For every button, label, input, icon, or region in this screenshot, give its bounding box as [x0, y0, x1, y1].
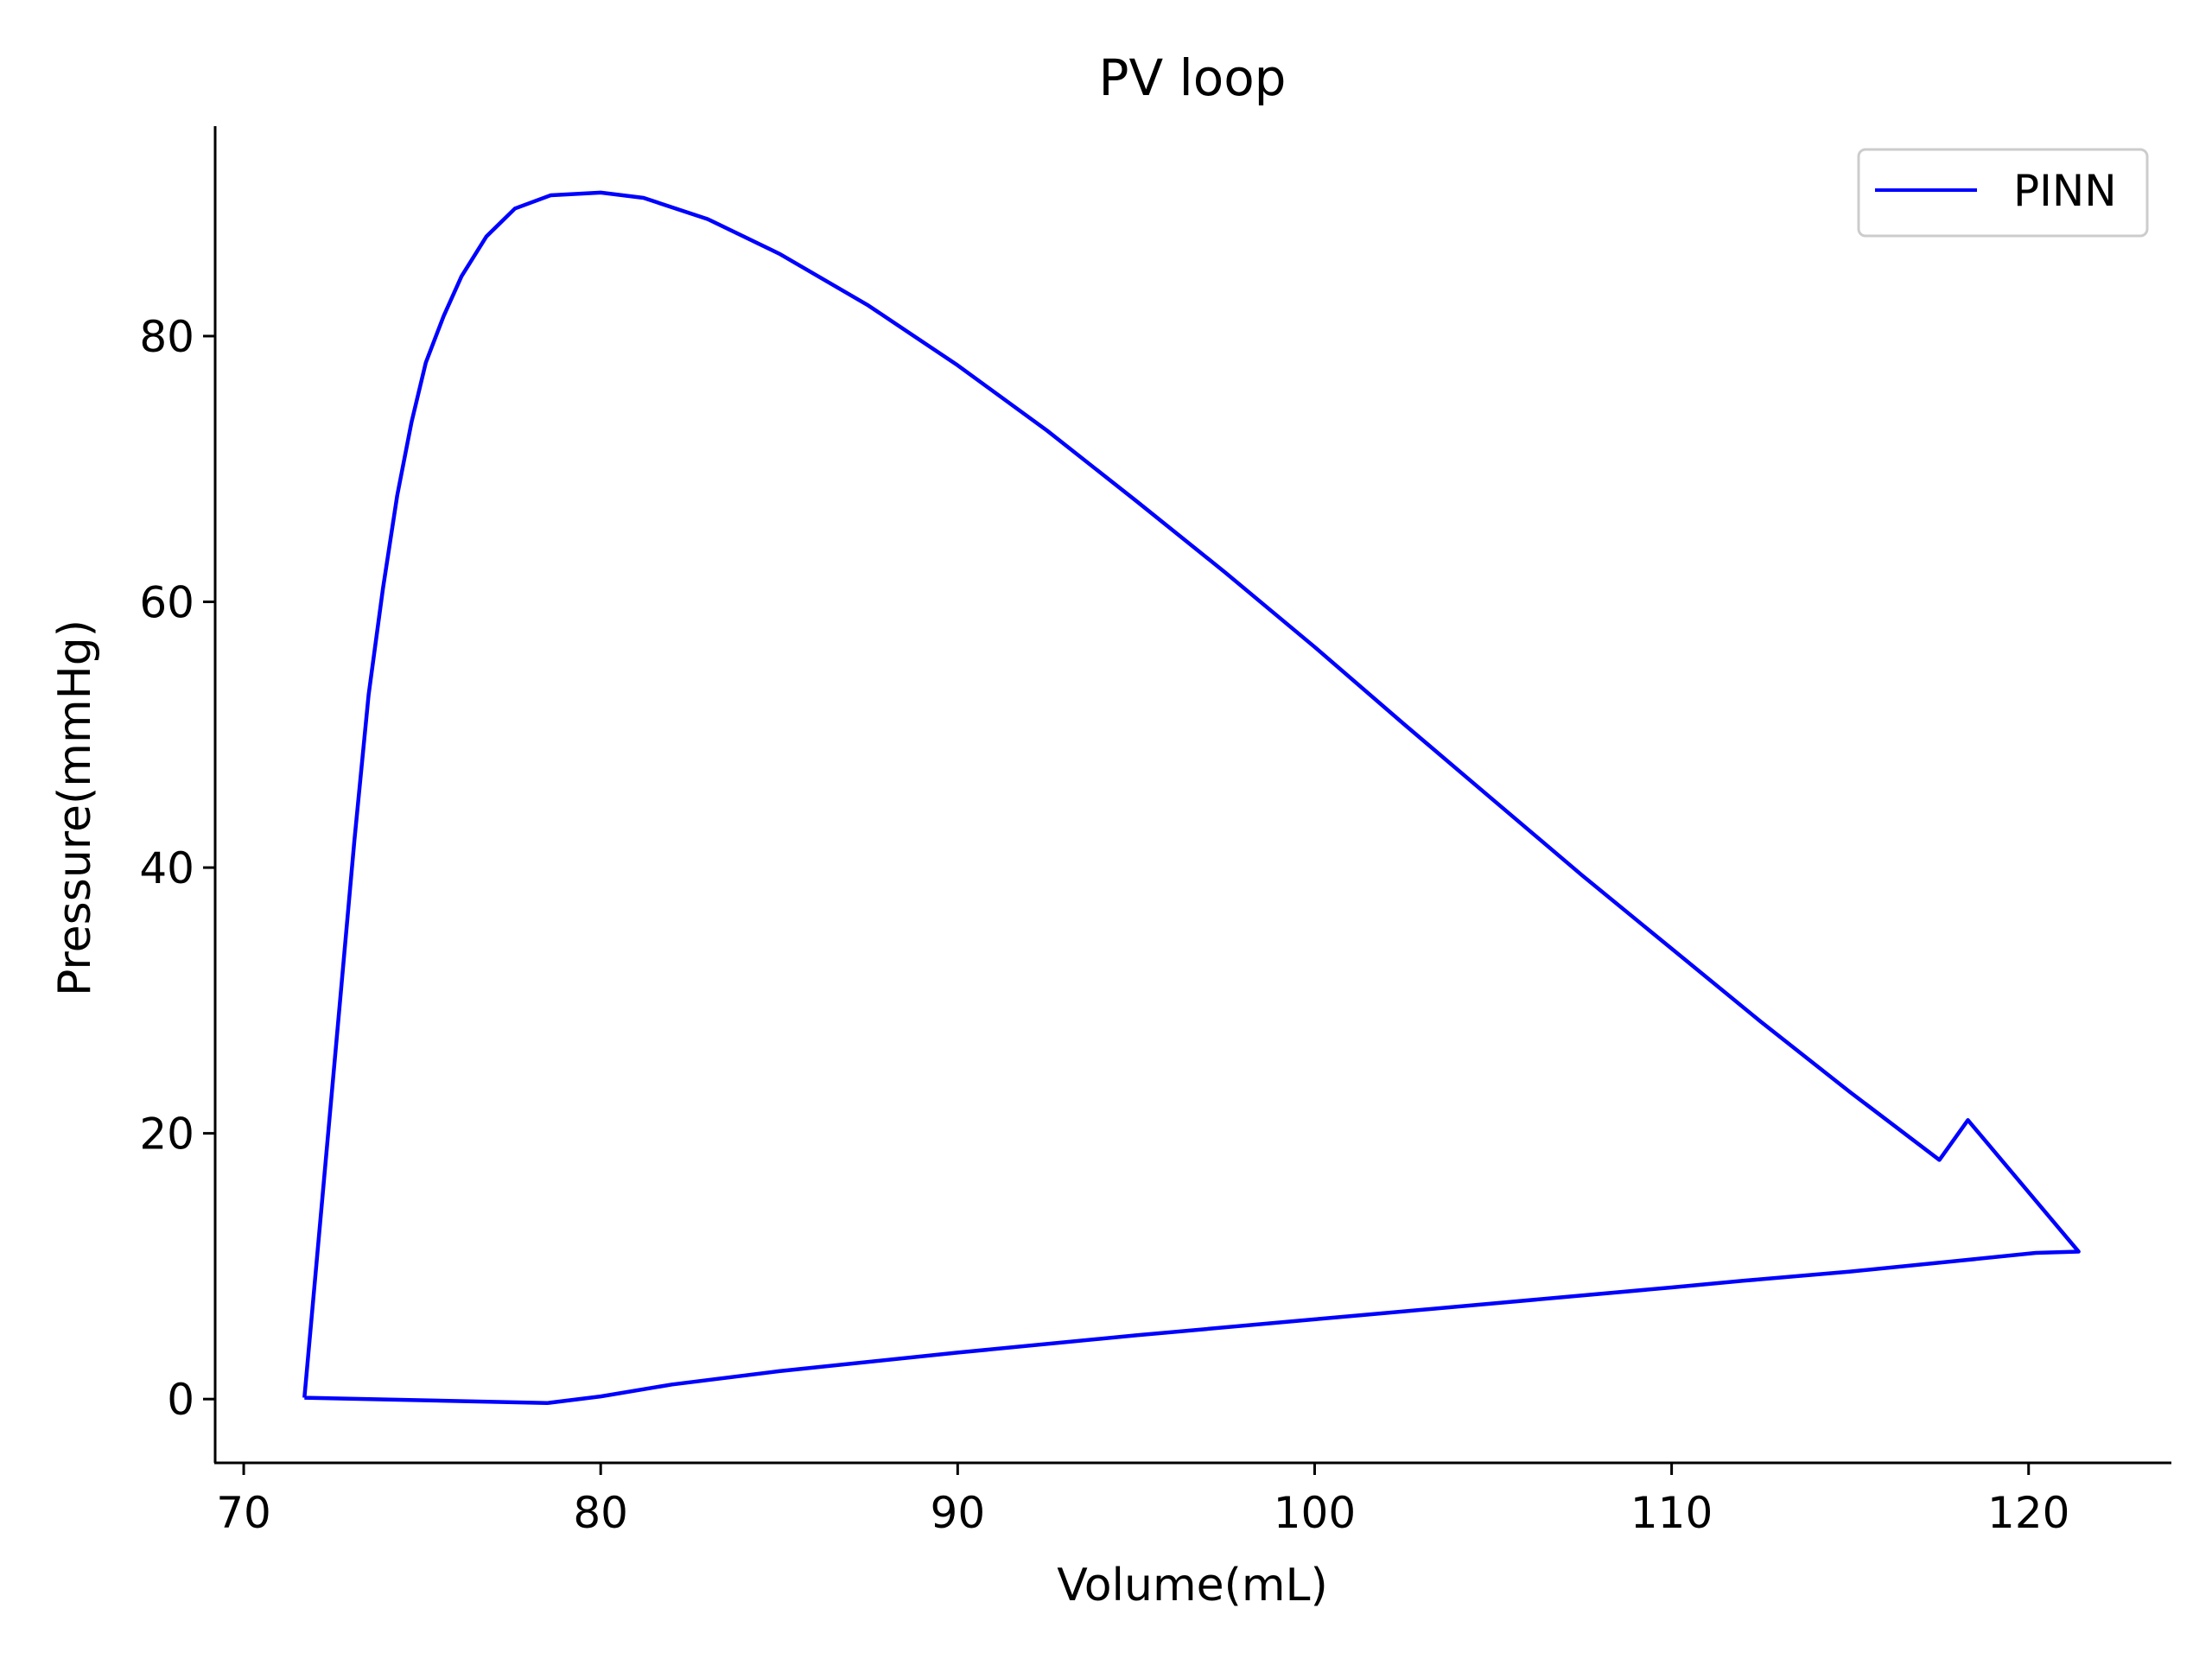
- series-layer: [302, 190, 2081, 1406]
- x-tick-label: 110: [1630, 1488, 1713, 1538]
- y-tick-label: 0: [167, 1375, 194, 1425]
- y-tick-label: 60: [139, 578, 194, 628]
- plot-area: 70 80 90 100 110 120 0 20 40 60 80: [139, 126, 2171, 1538]
- x-tick-label: 70: [216, 1488, 271, 1538]
- x-tick-label: 100: [1274, 1488, 1356, 1538]
- y-tick-label: 20: [139, 1109, 194, 1160]
- y-axis-ticks: 0 20 40 60 80: [139, 312, 215, 1425]
- chart-title: PV loop: [1099, 48, 1287, 107]
- legend: PINN: [1857, 148, 2149, 238]
- x-axis-ticks: 70 80 90 100 110 120: [216, 1463, 2069, 1538]
- x-tick-label: 80: [573, 1488, 628, 1538]
- legend-frame: [1857, 148, 2149, 238]
- x-axis-label: Volume(mL): [1057, 1560, 1328, 1611]
- y-axis-label: Pressure(mmHg): [49, 620, 101, 996]
- series-line-pinn: [302, 190, 2081, 1406]
- legend-label-pinn: PINN: [2013, 166, 2117, 216]
- x-tick-label: 120: [1987, 1488, 2069, 1538]
- y-tick-label: 80: [139, 312, 194, 362]
- x-tick-label: 90: [931, 1488, 986, 1538]
- y-tick-label: 40: [139, 843, 194, 893]
